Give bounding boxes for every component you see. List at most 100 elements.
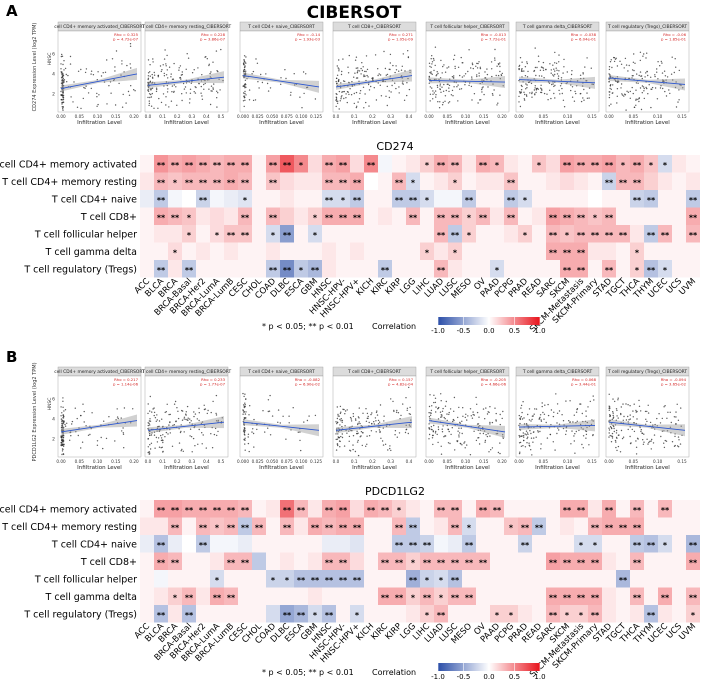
scatter-point (561, 87, 563, 90)
scatter-point (519, 92, 521, 94)
scatter-point (494, 59, 496, 61)
heatmap-significance: ** (395, 593, 404, 602)
scatter-point (643, 441, 645, 443)
scatter-point (302, 71, 305, 73)
scatter-point (680, 407, 682, 409)
heatmap-significance: ** (437, 266, 446, 275)
scatter-point (591, 83, 593, 85)
scatter-point (608, 429, 611, 431)
scatter-point (366, 417, 368, 419)
scatter-point (147, 412, 149, 415)
scatter-y-tick: 6 (52, 397, 55, 403)
heatmap-cell (280, 570, 294, 588)
scatter-panel: cell CD4+ memory activated_CIBERSORTRho … (54, 21, 145, 126)
scatter-point (451, 76, 454, 78)
scatter-point (60, 415, 62, 417)
scatter-point (357, 432, 359, 434)
heatmap-cell (560, 535, 574, 553)
scatter-point (446, 419, 448, 422)
heatmap-significance: ** (507, 196, 516, 205)
heatmap-cell (224, 155, 238, 173)
scatter-point (405, 397, 407, 399)
scatter-x-tick: 0.100 (295, 114, 307, 119)
scatter-point (336, 438, 339, 440)
scatter-point (652, 424, 654, 426)
heatmap-cell (658, 260, 672, 278)
scatter-point (533, 413, 535, 415)
scatter-point (365, 420, 368, 422)
heatmap-cell (294, 605, 308, 623)
heatmap-cell (616, 155, 630, 173)
scatter-point (646, 420, 648, 423)
heatmap-significance: * (509, 523, 514, 532)
scatter-point (294, 84, 296, 86)
scatter-point (636, 437, 639, 439)
scatter-point (478, 72, 480, 74)
scatter-point (526, 442, 528, 444)
scatter-point (365, 55, 368, 57)
scatter-point (243, 411, 245, 414)
scatter-point (280, 77, 282, 79)
scatter-point (64, 67, 67, 70)
heatmap-cell (196, 190, 210, 208)
heatmap-cell (224, 570, 238, 588)
scatter-point (590, 423, 593, 426)
scatter-point (453, 396, 456, 399)
scatter-point (61, 423, 63, 425)
scatter-point (526, 87, 528, 89)
heatmap-cell (252, 155, 266, 173)
scatter-point (183, 418, 185, 420)
scatter-point (459, 422, 461, 424)
scatter-point (384, 80, 386, 83)
scatter-point (614, 400, 616, 403)
scatter-point (379, 84, 381, 87)
heatmap-cell (546, 605, 560, 623)
scatter-point (647, 74, 649, 77)
scatter-point (523, 91, 525, 94)
scatter-point (608, 405, 610, 407)
heatmap-cell (336, 207, 350, 225)
scatter-point (340, 73, 343, 76)
scatter-point (377, 74, 379, 77)
scatter-point (405, 428, 408, 430)
heatmap-cell (266, 190, 280, 208)
scatter-point (481, 81, 483, 84)
scatter-point (69, 63, 72, 65)
scatter-x-tick: 0.1 (159, 114, 166, 119)
scatter-point (399, 418, 401, 420)
scatter-point (543, 77, 545, 79)
heatmap-significance: * (187, 231, 192, 240)
scatter-point (442, 407, 444, 410)
heatmap-cell (280, 242, 294, 260)
scatter-point (560, 79, 563, 81)
scatter-point (518, 101, 520, 103)
heatmap-cell (588, 242, 602, 260)
legend-tick-label: 0.0 (483, 327, 494, 335)
scatter-point (147, 85, 149, 87)
scatter-point (148, 100, 150, 102)
scatter-point (443, 64, 445, 66)
heatmap-cell (574, 587, 588, 605)
heatmap-significance: ** (227, 178, 236, 187)
scatter-point (338, 70, 340, 72)
scatter-point (491, 75, 493, 78)
heatmap-cell (616, 500, 630, 518)
scatter-point (612, 84, 614, 86)
scatter-point (572, 421, 574, 423)
scatter-point (375, 411, 378, 414)
scatter-x-tick: 0.000 (237, 459, 249, 464)
scatter-point (495, 74, 497, 77)
scatter-point (62, 436, 64, 439)
legend-tick-label: -0.5 (457, 673, 471, 681)
scatter-point (611, 437, 614, 439)
heatmap-cell (140, 552, 154, 570)
scatter-point (573, 100, 576, 102)
scatter-point (149, 410, 151, 412)
scatter-point (549, 89, 551, 92)
heatmap-significance: ** (563, 248, 572, 257)
scatter-point (154, 447, 156, 449)
scatter-point (149, 448, 152, 450)
scatter-point (165, 81, 168, 83)
scatter-point (639, 51, 642, 53)
scatter-point (91, 412, 93, 414)
